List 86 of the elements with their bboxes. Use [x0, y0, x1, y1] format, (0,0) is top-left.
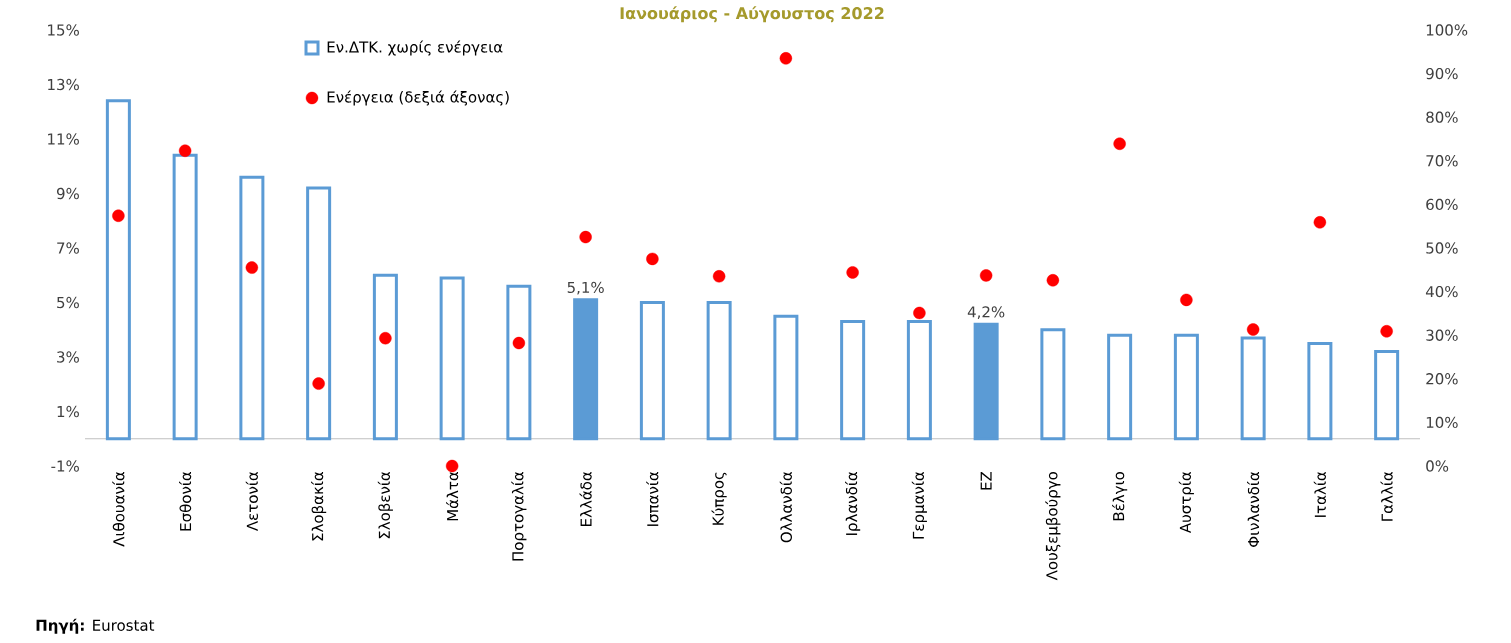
data-label: 4,2%	[967, 306, 1005, 320]
bar	[306, 186, 332, 441]
point	[1380, 325, 1393, 338]
chart-title: Ιανουάριος - Αύγουστος 2022	[620, 6, 884, 23]
y2-tick-label: 40%	[1425, 285, 1458, 298]
bar	[1040, 328, 1066, 441]
x-tick-label: Ολλανδία	[779, 471, 792, 543]
x-tick-label: Γερμανία	[911, 471, 927, 539]
x-tick-label: Ελλάδα	[579, 471, 592, 526]
bar	[105, 99, 131, 441]
x-tick-label: Ιρλανδία	[845, 471, 861, 535]
y2-tick-label: 90%	[1426, 67, 1458, 80]
bar	[439, 276, 465, 441]
y-tick-label: -1%	[51, 460, 79, 472]
point	[913, 306, 926, 320]
y2-tick-label: 20%	[1426, 373, 1458, 385]
x-tick-label: Γαλλία	[1380, 471, 1393, 521]
y2-tick-label: 10%	[1426, 416, 1458, 429]
y-tick-label: 5%	[57, 296, 79, 309]
bar	[1307, 341, 1333, 441]
x-tick-label: Βέλγιο	[1112, 472, 1128, 521]
y2-tick-label: 60%	[1426, 198, 1458, 211]
bar	[840, 320, 866, 441]
y-tick-label: 13%	[48, 78, 79, 91]
y2-tick-label: 30%	[1426, 329, 1458, 341]
data-label: 5,1%	[567, 281, 604, 295]
bar	[172, 153, 198, 441]
x-tick-label: Ιταλία	[1313, 471, 1326, 517]
bar	[1107, 333, 1133, 441]
x-tick-label: Λουξεμβούργο	[1045, 471, 1061, 581]
bar	[773, 314, 799, 441]
x-tick-label: Εσθονία	[179, 471, 192, 531]
x-tick-label: Σλοβενία	[377, 471, 393, 539]
y2-tick-label: 70%	[1426, 155, 1458, 167]
bar	[239, 175, 265, 441]
legend-label: Εν.ΔΤΚ. χωρίς ενέργεια	[327, 40, 503, 56]
x-tick-label: ΕΖ	[980, 471, 992, 490]
y-tick-label: 9%	[56, 187, 79, 200]
x-tick-label: Λιθουανία	[112, 471, 125, 547]
point	[379, 332, 392, 345]
legend-label: Ενέργεια (δεξιά άξονας)	[327, 90, 509, 106]
point	[512, 336, 526, 350]
bar	[573, 298, 599, 441]
bar	[1240, 336, 1266, 441]
y2-tick-label: 0%	[1426, 460, 1449, 472]
point	[1113, 137, 1126, 150]
point	[312, 377, 325, 390]
bar	[372, 273, 398, 441]
point	[712, 270, 726, 283]
x-tick-label: Κύπρος	[711, 472, 727, 525]
y-tick-label: 15%	[48, 24, 79, 36]
text: Πηγή: Eurostat	[36, 618, 155, 634]
point	[245, 261, 259, 274]
bar	[1173, 333, 1199, 441]
bar	[639, 301, 665, 441]
y2-tick-label: 100%	[1426, 24, 1468, 36]
point	[1046, 274, 1060, 287]
y-tick-label: 1%	[57, 405, 79, 418]
point	[979, 269, 993, 282]
point	[178, 144, 192, 157]
bar	[973, 322, 999, 441]
y-tick-label: 3%	[57, 351, 79, 363]
bar	[906, 320, 932, 441]
point	[846, 266, 859, 279]
point	[1246, 323, 1260, 336]
point	[112, 209, 125, 222]
y-tick-label: 11%	[48, 133, 79, 145]
y2-tick-label: 80%	[1426, 111, 1458, 123]
point	[646, 252, 659, 266]
x-tick-label: Λετονία	[245, 471, 258, 532]
bar	[706, 301, 732, 441]
point	[445, 459, 459, 473]
x-tick-label: Πορτογαλία	[511, 471, 527, 561]
bar	[1374, 350, 1400, 441]
point	[779, 52, 793, 65]
x-tick-label: Σλοβακία	[311, 471, 327, 541]
y2-tick-label: 50%	[1426, 242, 1458, 254]
bar	[506, 284, 532, 441]
point	[1313, 216, 1327, 229]
y-tick-label: 7%	[57, 242, 79, 254]
x-tick-label: Ισπανία	[646, 471, 659, 526]
point	[1180, 293, 1193, 307]
x-tick-label: Αυστρία	[1178, 471, 1194, 534]
x-tick-label: Φινλανδία	[1247, 471, 1260, 547]
x-tick-label: Μάλτα	[446, 471, 459, 521]
point	[579, 230, 592, 244]
